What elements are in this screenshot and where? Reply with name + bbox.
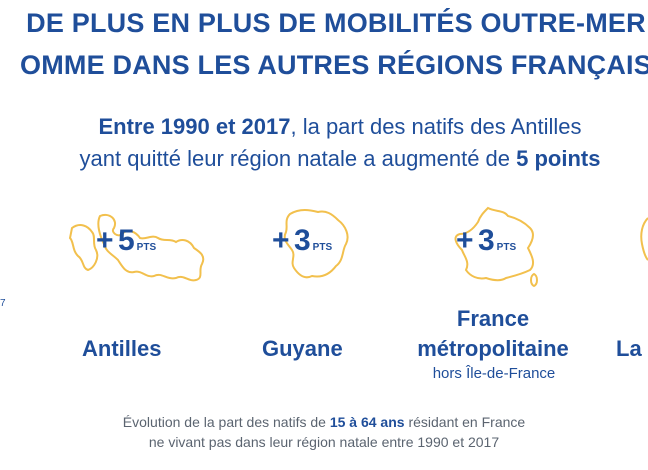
antilles-stat: + 5 PTS [96, 224, 156, 258]
headline-line-2: OMME DANS LES AUTRES RÉGIONS FRANÇAIS [20, 50, 648, 80]
france-value: 3 [477, 224, 495, 257]
footnote-age: 15 à 64 ans [329, 414, 405, 430]
intro-line-1: Entre 1990 et 2017, la part des natifs d… [0, 114, 648, 140]
footnote-text-2: résidant en France [404, 414, 526, 430]
antilles-map-icon [68, 214, 205, 282]
france-subtitle: hors Île-de-France [432, 365, 556, 382]
intro-text-1: , la part des natifs des Antilles [290, 114, 582, 139]
reunion-map-icon [640, 217, 648, 261]
france-plus: + [456, 224, 474, 257]
france-stat: + 3 PTS [456, 224, 516, 258]
france-unit: PTS [496, 242, 517, 253]
intro-points: 5 points [516, 146, 601, 171]
antilles-value: 5 [117, 224, 135, 257]
left-stub-label: 7 [0, 298, 6, 309]
region-name-antilles: Antilles [82, 336, 162, 361]
region-name-reunion: La [616, 336, 642, 361]
intro-line-2: yant quitté leur région natale a augment… [0, 146, 648, 172]
intro-text-2: yant quitté leur région natale a augment… [79, 146, 517, 171]
antilles-unit: PTS [136, 242, 157, 253]
france-map-icon [454, 206, 538, 288]
guyane-unit: PTS [312, 242, 333, 253]
footnote-line-1: Évolution de la part des natifs de 15 à … [0, 414, 648, 430]
guyane-map-icon [283, 209, 349, 279]
guyane-value: 3 [293, 224, 311, 257]
region-name-metropolitaine: métropolitaine [417, 336, 569, 361]
footnote-line-2: ne vivant pas dans leur région natale en… [148, 434, 500, 450]
intro-period: Entre 1990 et 2017 [98, 114, 291, 139]
region-name-france: France [456, 306, 530, 331]
footnote-text-1: Évolution de la part des natifs de [122, 414, 330, 430]
headline-line-1: DE PLUS EN PLUS DE MOBILITÉS OUTRE-MER [26, 8, 646, 38]
antilles-plus: + [96, 224, 114, 257]
guyane-stat: + 3 PTS [272, 224, 332, 258]
region-name-guyane: Guyane [262, 336, 343, 361]
guyane-plus: + [272, 224, 290, 257]
